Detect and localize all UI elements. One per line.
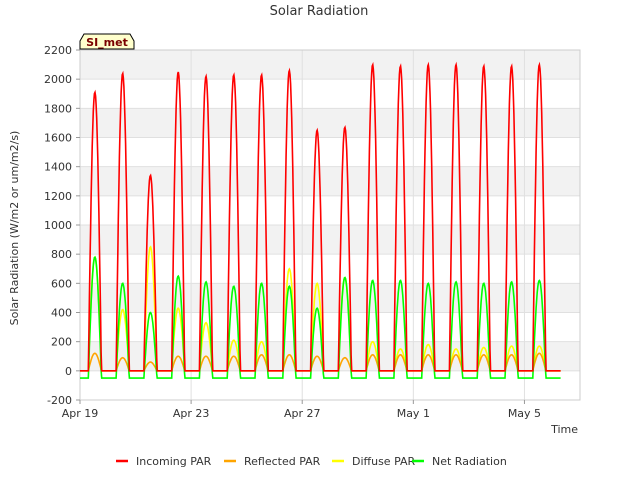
y-axis-ticks: -200 0 200 400 600 800 1000 1200 1400 1600 1800 200… [44, 44, 80, 407]
y-tick-label: 200 [51, 336, 72, 349]
y-tick-label: 400 [51, 307, 72, 320]
y-tick-label: 2000 [44, 73, 72, 86]
legend-item: Net Radiation [412, 455, 507, 468]
x-tick-label: May 5 [508, 407, 541, 420]
series-line-net-radiation [80, 255, 561, 379]
y-tick-label: 0 [65, 365, 72, 378]
background-band [80, 283, 580, 313]
y-tick-label: 1200 [44, 190, 72, 203]
legend-item: Diffuse PAR [332, 455, 416, 468]
x-axis-label: Time [550, 423, 578, 436]
background-band [80, 225, 580, 255]
legend: Incoming PAR Reflected PAR Diffuse PAR Net … [116, 455, 507, 468]
legend-label: Net Radiation [432, 455, 507, 468]
plot-background-bands [80, 50, 580, 371]
x-tick-label: Apr 27 [284, 407, 321, 420]
background-band [80, 108, 580, 138]
badge-label: SI_met [86, 36, 128, 49]
legend-item: Incoming PAR [116, 455, 212, 468]
x-tick-label: Apr 19 [62, 407, 99, 420]
y-tick-label: 1000 [44, 219, 72, 232]
y-tick-label: 1400 [44, 161, 72, 174]
x-tick-label: May 1 [397, 407, 430, 420]
y-tick-label: 1600 [44, 132, 72, 145]
background-band [80, 341, 580, 371]
legend-label: Reflected PAR [244, 455, 321, 468]
y-tick-label: 2200 [44, 44, 72, 57]
y-axis-label: Solar Radiation (W/m2 or um/m2/s) [8, 131, 21, 326]
y-tick-label: 800 [51, 248, 72, 261]
x-tick-label: Apr 23 [173, 407, 210, 420]
series-layer [80, 61, 561, 379]
y-tick-label: 1800 [44, 102, 72, 115]
y-tick-label: -200 [47, 394, 72, 407]
legend-item: Reflected PAR [224, 455, 321, 468]
badge-box [79, 33, 135, 50]
background-band [80, 166, 580, 196]
chart-title: Solar Radiation [270, 4, 369, 19]
legend-label: Incoming PAR [136, 455, 212, 468]
y-tick-label: 600 [51, 277, 72, 290]
x-axis-ticks: Apr 19 Apr 23 Apr 27 May 1 May 5 [62, 400, 541, 420]
series-line-incoming-par [80, 61, 561, 372]
background-band [80, 50, 580, 80]
legend-label: Diffuse PAR [352, 455, 416, 468]
station-badge: SI_met [79, 33, 135, 50]
